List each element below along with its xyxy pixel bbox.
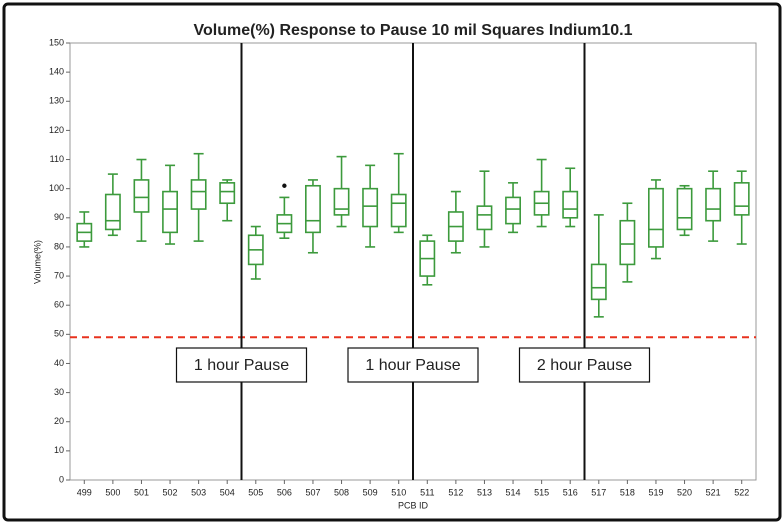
y-tick-label: 0	[59, 474, 64, 484]
outlier	[282, 183, 287, 188]
box	[676, 187, 693, 231]
box	[333, 187, 350, 216]
box	[476, 205, 493, 231]
box	[562, 190, 579, 219]
y-tick-label: 150	[49, 37, 64, 47]
x-tick-label: 510	[391, 487, 406, 497]
box	[190, 179, 207, 210]
box	[133, 179, 150, 213]
annotation: 1 hour Pause	[194, 357, 289, 374]
y-tick-label: 60	[54, 300, 64, 310]
x-tick-label: 518	[620, 487, 635, 497]
x-tick-label: 522	[734, 487, 749, 497]
x-tick-label: 509	[363, 487, 378, 497]
y-tick-label: 140	[49, 67, 64, 77]
box	[505, 196, 521, 225]
box	[705, 187, 722, 222]
box	[648, 187, 664, 248]
box	[590, 263, 607, 301]
x-tick-label: 514	[506, 487, 521, 497]
x-axis-label: PCB ID	[398, 500, 429, 510]
y-tick-label: 110	[50, 154, 64, 164]
box	[619, 219, 636, 266]
y-tick-label: 10	[54, 445, 64, 455]
x-tick-label: 508	[334, 487, 349, 497]
x-tick-label: 502	[163, 487, 178, 497]
x-tick-label: 515	[534, 487, 549, 497]
x-tick-label: 520	[677, 487, 692, 497]
x-tick-label: 511	[420, 487, 434, 497]
annotation-box	[347, 347, 479, 383]
y-tick-label: 130	[49, 96, 64, 106]
x-tick-label: 501	[134, 487, 149, 497]
x-tick-label: 521	[706, 487, 721, 497]
box	[104, 193, 121, 231]
box	[733, 182, 750, 216]
x-tick-label: 499	[77, 487, 92, 497]
x-tick-label: 513	[477, 487, 492, 497]
x-tick-label: 507	[305, 487, 320, 497]
chart-title: Volume(%) Response to Pause 10 mil Squar…	[194, 22, 633, 39]
x-tick-label: 504	[220, 487, 235, 497]
annotation: 1 hour Pause	[365, 357, 460, 374]
x-tick-label: 505	[248, 487, 263, 497]
x-tick-label: 503	[191, 487, 206, 497]
y-tick-label: 80	[54, 241, 64, 251]
x-tick-label: 519	[648, 487, 663, 497]
y-axis-label: Volume(%)	[32, 240, 42, 284]
x-tick-label: 516	[563, 487, 578, 497]
box	[305, 184, 321, 234]
box	[162, 190, 178, 234]
box	[219, 182, 236, 205]
y-tick-label: 30	[54, 387, 64, 397]
box	[362, 187, 379, 228]
x-tick-label: 500	[105, 487, 120, 497]
y-tick-label: 50	[54, 329, 64, 339]
annotation-box	[518, 347, 651, 383]
y-tick-label: 100	[49, 183, 64, 193]
y-tick-label: 120	[49, 125, 64, 135]
y-tick-label: 40	[54, 358, 64, 368]
box	[390, 193, 407, 228]
y-tick-label: 90	[54, 212, 64, 222]
x-tick-label: 506	[277, 487, 292, 497]
y-tick-label: 20	[54, 416, 64, 426]
annotation: 2 hour Pause	[537, 357, 632, 374]
x-tick-label: 517	[591, 487, 606, 497]
annotation-box	[175, 347, 308, 383]
y-tick-label: 70	[54, 270, 64, 280]
x-tick-label: 512	[448, 487, 463, 497]
